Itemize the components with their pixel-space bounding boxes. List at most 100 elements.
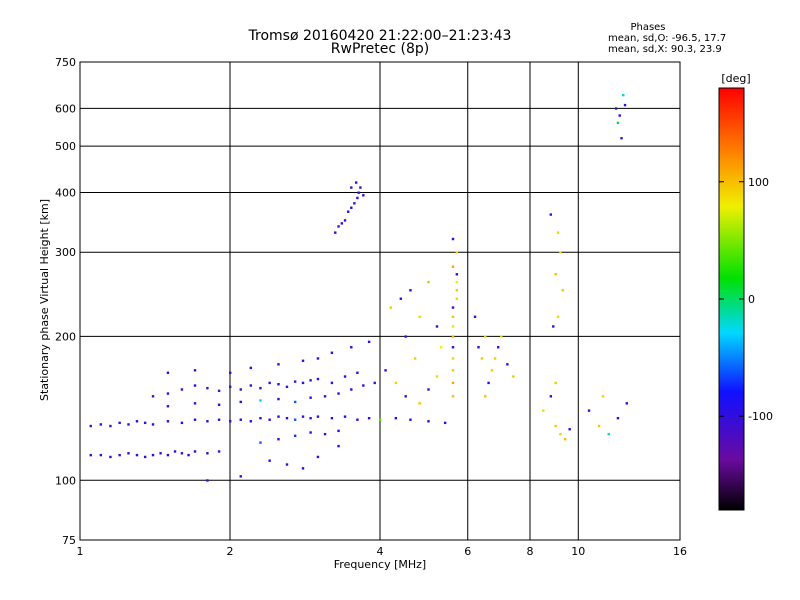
- data-point: [249, 366, 253, 370]
- data-point: [259, 386, 262, 390]
- data-point: [451, 325, 455, 328]
- data-point: [623, 103, 627, 107]
- data-point: [334, 231, 337, 234]
- data-point: [229, 371, 232, 374]
- data-point: [343, 375, 347, 378]
- data-point: [143, 455, 147, 459]
- data-point: [439, 346, 443, 349]
- x-axis-label: Frequency [MHz]: [334, 558, 426, 571]
- data-point: [285, 463, 289, 466]
- data-point: [451, 237, 455, 241]
- data-point: [180, 452, 184, 455]
- data-point: [622, 93, 625, 97]
- data-point: [206, 452, 209, 455]
- y-tick-label: 400: [55, 186, 76, 199]
- x-tick-label: 1: [77, 545, 84, 558]
- data-point: [506, 363, 509, 366]
- data-point: [427, 388, 430, 391]
- data-point: [337, 429, 340, 433]
- y-tick-label: 750: [55, 56, 76, 69]
- data-point: [343, 219, 347, 222]
- data-point: [418, 402, 421, 405]
- data-point: [350, 388, 353, 391]
- x-tick-label: 2: [227, 545, 234, 558]
- data-point: [293, 400, 297, 404]
- data-point: [159, 452, 162, 455]
- data-point: [549, 213, 553, 216]
- data-point: [337, 225, 340, 228]
- grid-lines: [79, 61, 681, 541]
- data-point: [554, 273, 557, 276]
- data-point: [293, 418, 297, 421]
- data-point: [563, 437, 567, 441]
- data-point: [193, 402, 197, 405]
- data-point: [206, 479, 209, 482]
- data-point: [493, 357, 497, 360]
- x-tick-label: 6: [464, 545, 471, 558]
- data-point: [350, 206, 353, 209]
- data-point: [618, 114, 621, 117]
- colorbar-tick-label: 0: [748, 293, 755, 306]
- data-point: [309, 416, 312, 420]
- data-point: [268, 418, 271, 421]
- data-point: [151, 423, 155, 426]
- data-point: [451, 335, 455, 338]
- x-tick-labels: 1 2 4 6 8 10 16: [77, 545, 688, 558]
- data-point: [350, 186, 353, 189]
- data-point: [293, 380, 297, 383]
- y-tick-label: 100: [55, 474, 76, 487]
- data-point: [277, 415, 280, 418]
- colorbar-label: [deg]: [721, 72, 750, 85]
- data-point: [496, 346, 500, 349]
- data-point: [206, 386, 209, 390]
- data-point: [217, 418, 221, 421]
- data-point: [473, 315, 477, 319]
- data-point: [118, 421, 121, 425]
- data-point: [193, 418, 197, 421]
- data-point: [373, 381, 376, 385]
- data-point: [249, 384, 253, 387]
- data-point: [259, 441, 262, 444]
- data-point: [89, 424, 92, 428]
- data-point: [109, 424, 112, 428]
- data-point: [601, 395, 605, 398]
- data-point: [309, 396, 312, 399]
- data-point: [166, 371, 170, 374]
- data-point: [379, 418, 382, 421]
- data-point: [151, 395, 155, 398]
- data-point: [451, 315, 455, 319]
- data-point: [362, 194, 365, 197]
- data-point: [484, 335, 487, 338]
- data-point: [455, 289, 459, 292]
- data-point: [451, 306, 455, 309]
- data-point: [193, 450, 197, 453]
- data-point: [135, 420, 139, 423]
- data-point: [455, 251, 459, 254]
- data-point: [427, 280, 430, 284]
- data-point: [451, 346, 455, 349]
- data-point: [389, 306, 392, 309]
- data-point: [277, 437, 280, 441]
- data-point: [301, 467, 305, 470]
- data-point: [607, 432, 610, 436]
- y-axis-label: Stationary phase Virtual Height [km]: [38, 199, 51, 401]
- data-point: [330, 351, 334, 354]
- data-point: [330, 381, 334, 385]
- data-point: [337, 444, 340, 448]
- y-tick-label: 75: [62, 534, 76, 547]
- data-point: [217, 403, 221, 406]
- data-point: [451, 265, 455, 268]
- data-point: [118, 453, 121, 457]
- colorbar-tick-label: 100: [748, 176, 769, 189]
- data-point: [187, 453, 190, 457]
- data-point: [309, 431, 312, 434]
- data-point: [384, 369, 387, 372]
- data-point: [353, 202, 356, 205]
- data-point: [89, 453, 92, 457]
- data-point: [597, 424, 601, 428]
- data-point: [277, 383, 280, 386]
- data-point: [135, 453, 139, 457]
- data-point: [552, 325, 555, 328]
- data-point: [239, 388, 242, 391]
- data-point: [166, 453, 170, 457]
